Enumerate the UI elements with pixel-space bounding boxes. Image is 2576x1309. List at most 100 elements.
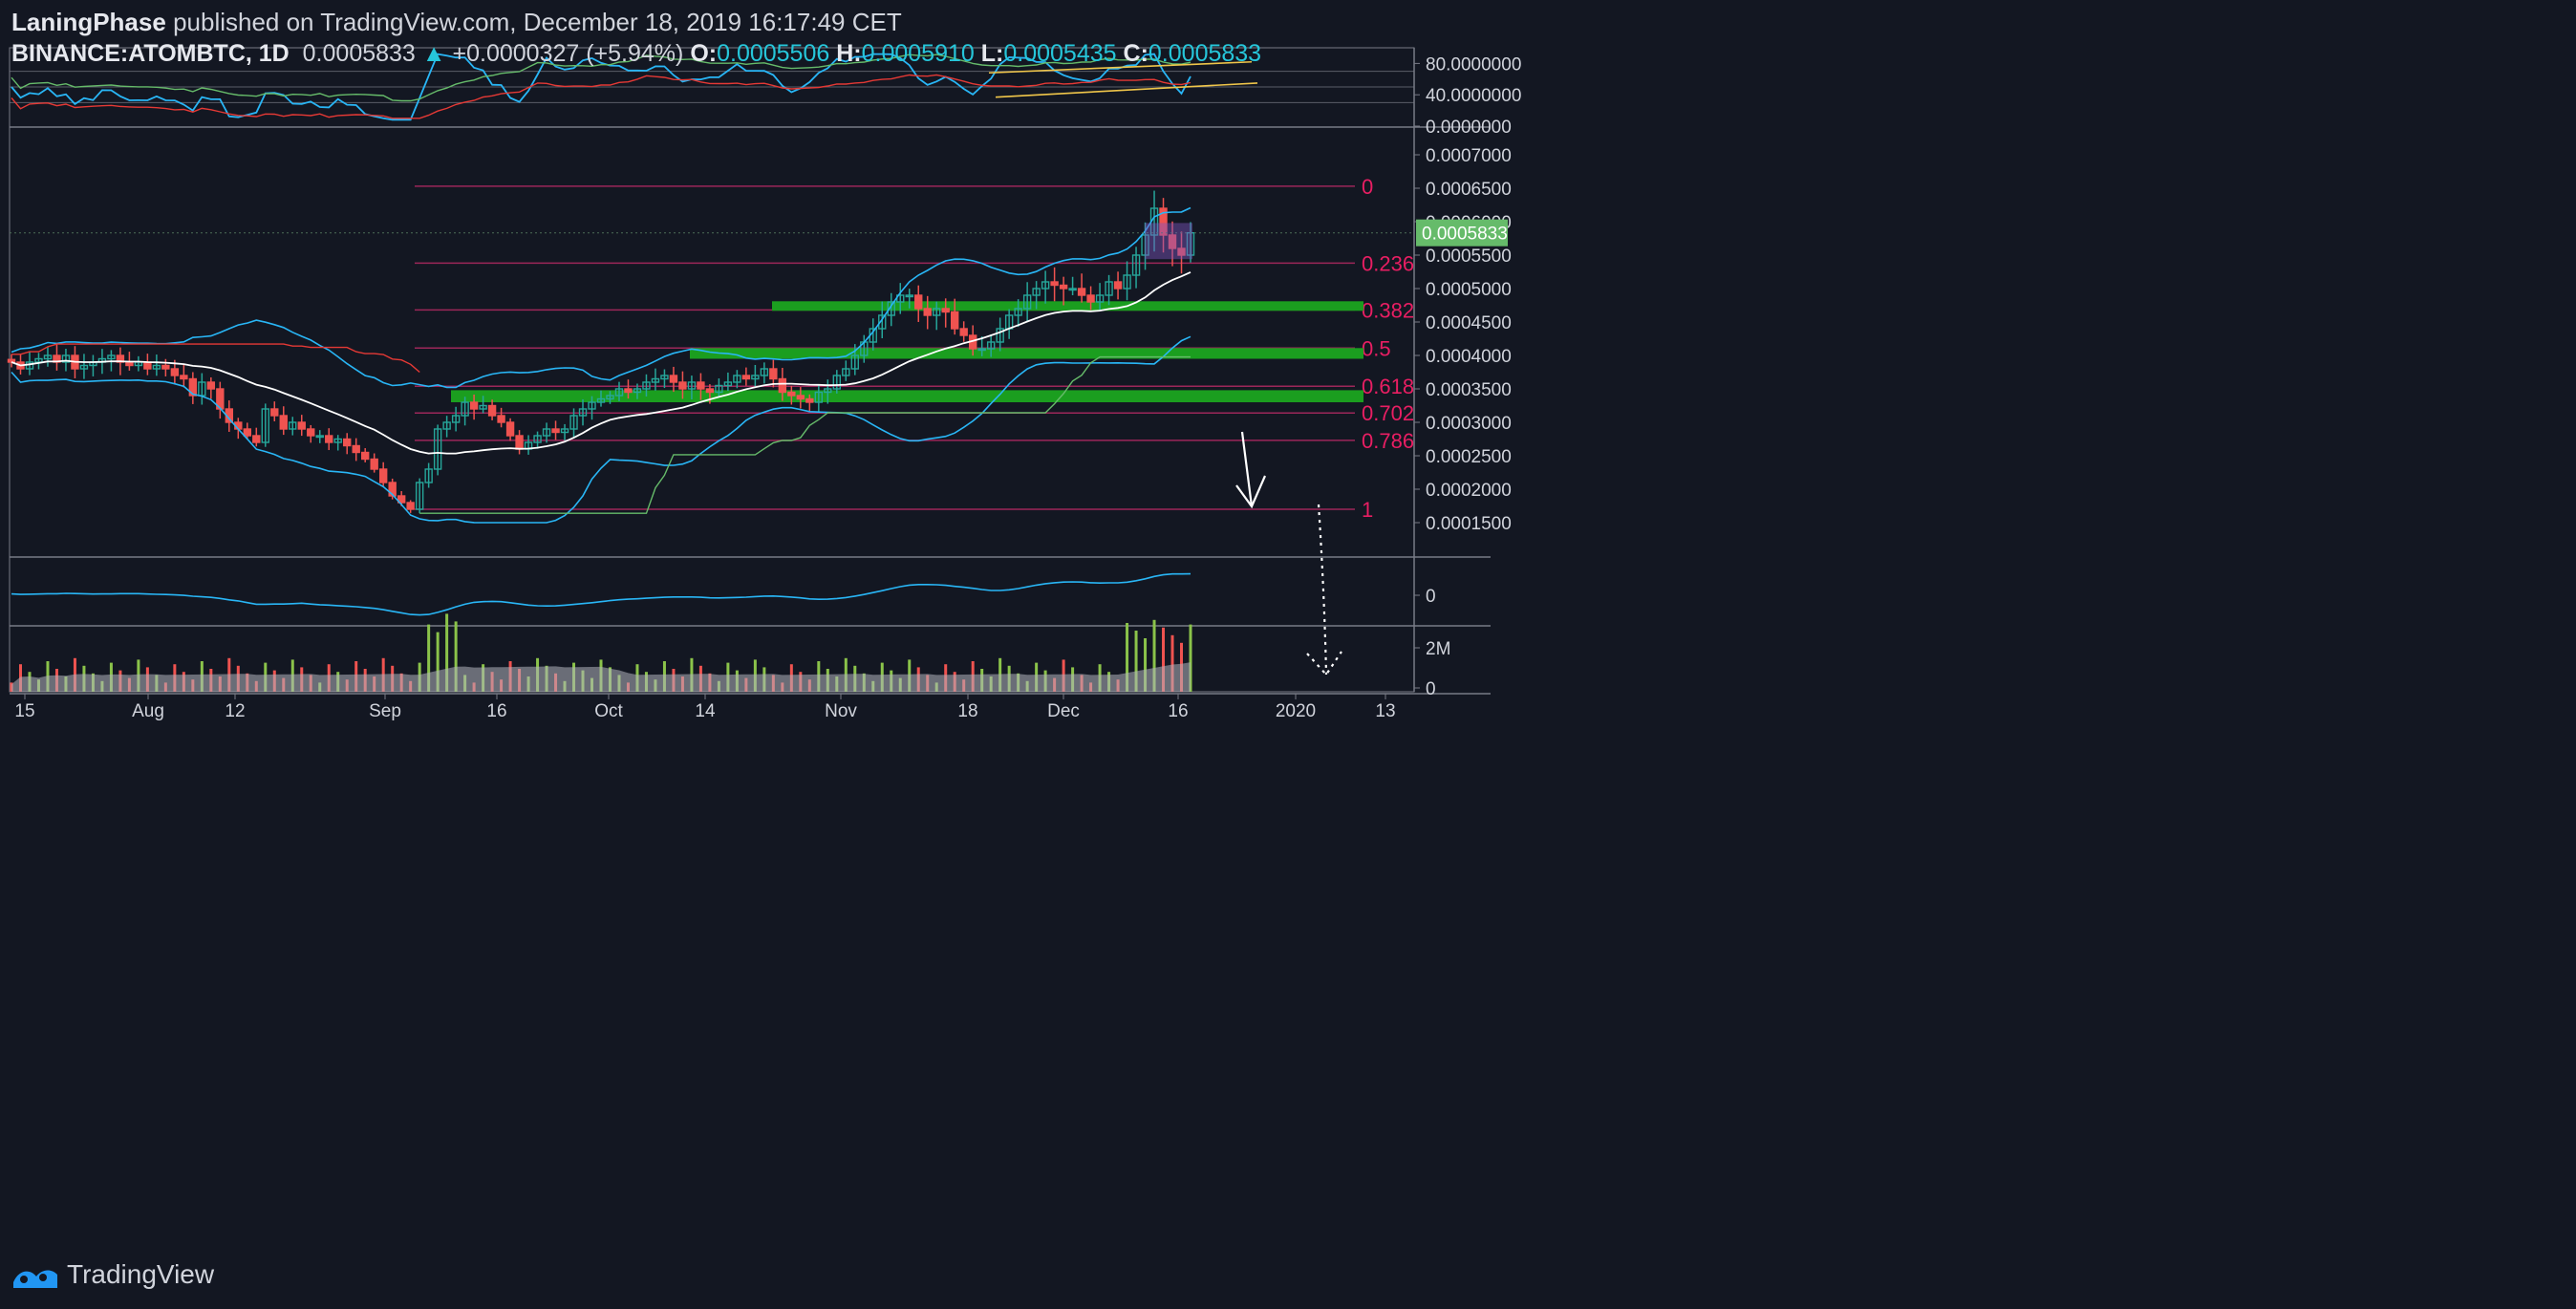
candle-up <box>832 375 841 390</box>
candle-up <box>569 415 578 430</box>
candle-up <box>606 395 614 400</box>
vol-tick-label: 0 <box>1426 679 1436 699</box>
time-tick-label: Dec <box>1047 701 1080 721</box>
candle-up <box>905 294 913 298</box>
candle-down <box>469 401 479 410</box>
price-tick-label: 0.0003000 <box>1426 414 1512 434</box>
candle-down <box>705 388 715 394</box>
fib-level-label: 0.618 <box>1362 375 1414 398</box>
candle-down <box>778 377 787 394</box>
candle-up <box>660 375 669 380</box>
time-tick-label: Sep <box>369 701 401 721</box>
candle-up <box>824 388 832 394</box>
volume-ma-area <box>11 662 1191 692</box>
open-value: 0.0005506 <box>717 40 830 67</box>
low-label: L: <box>980 40 1004 67</box>
high-label: H: <box>836 40 862 67</box>
price-tick-label: 0.0002000 <box>1426 481 1512 501</box>
candle-up <box>442 421 451 430</box>
candle-up <box>651 377 660 383</box>
time-tick-label: 13 <box>1375 701 1395 721</box>
last-price: 0.0005833 <box>302 40 416 67</box>
volume-bar <box>436 632 440 692</box>
highlight-box <box>1145 223 1192 260</box>
candle-up <box>986 341 996 350</box>
support-zone <box>451 390 1363 402</box>
vol-tick-label: 2M <box>1426 639 1450 659</box>
low-value: 0.0005435 <box>1003 40 1117 67</box>
osc-tick-label: 80.0000000 <box>1426 54 1521 75</box>
candle-down <box>1077 288 1086 296</box>
mid-tick-label: 0 <box>1426 587 1436 607</box>
candle-down <box>497 415 505 423</box>
candle-up <box>433 428 442 470</box>
candle-down <box>487 404 497 417</box>
candle-down <box>951 311 959 330</box>
candle-up <box>424 468 433 483</box>
bollinger-lower-line <box>11 335 1191 524</box>
candle-up <box>79 364 89 370</box>
symbol-label[interactable]: BINANCE:ATOMBTC, 1D <box>11 40 290 67</box>
support-zone <box>772 301 1363 311</box>
candle-up <box>850 354 859 370</box>
candle-up <box>261 408 269 443</box>
candle-down <box>959 328 968 336</box>
close-value: 0.0005833 <box>1148 40 1262 67</box>
price-tick-label: 0.0005000 <box>1426 280 1512 300</box>
candle-down <box>678 381 687 390</box>
candle-up <box>289 421 297 430</box>
volume-bar <box>1126 623 1129 692</box>
sma-line <box>11 271 1191 455</box>
candle-down <box>170 368 180 376</box>
last-price-badge-label: 0.0005833 <box>1422 225 1508 245</box>
volume-bar <box>427 624 431 692</box>
candle-up <box>1095 294 1105 303</box>
price-tick-label: 0.0006500 <box>1426 180 1512 200</box>
candle-down <box>515 435 524 450</box>
candle-down <box>279 415 288 430</box>
candle-down <box>252 435 261 443</box>
brand-name: TradingView <box>67 1259 215 1289</box>
candle-down <box>378 468 388 483</box>
candle-down <box>388 482 397 497</box>
volume-bar <box>1170 634 1174 692</box>
price-tick-label: 0.0004500 <box>1426 313 1512 333</box>
candle-up <box>333 438 342 443</box>
candle-up <box>633 388 642 394</box>
candle-up <box>61 354 71 363</box>
candle-down <box>307 428 315 437</box>
candle-down <box>325 435 333 443</box>
tradingview-brand[interactable]: TradingView <box>11 1257 214 1292</box>
candle-up <box>588 401 596 410</box>
price-tick-label: 0.0005500 <box>1426 247 1512 267</box>
candle-up <box>760 368 769 376</box>
time-tick-label: Aug <box>132 701 164 721</box>
candle-down <box>370 458 378 470</box>
price-change: +0.0000327 (+5.94%) <box>452 40 684 67</box>
rsi-line <box>11 53 1191 121</box>
price-tick-label: 0.0002500 <box>1426 447 1512 467</box>
candle-up <box>596 397 606 403</box>
candle-up <box>814 391 824 403</box>
mid-indicator-line <box>11 572 1191 616</box>
candle-up <box>451 415 461 423</box>
candle-up <box>542 428 551 437</box>
candle-down <box>551 428 560 434</box>
bollinger-upper-line <box>11 206 1191 389</box>
candle-up <box>560 428 569 434</box>
candle-down <box>697 381 705 390</box>
candles <box>7 190 1195 514</box>
price-tick-label: 0.0001500 <box>1426 514 1512 534</box>
fib-level-label: 0.382 <box>1362 298 1414 322</box>
candle-up <box>1022 294 1032 310</box>
author-name[interactable]: LaningPhase <box>11 8 166 36</box>
candle-down <box>505 421 515 437</box>
fib-level-label: 0.786 <box>1362 429 1414 453</box>
time-tick-label: 16 <box>486 701 506 721</box>
candle-up <box>415 482 424 510</box>
osc-tick-label: 40.0000000 <box>1426 86 1521 106</box>
candle-down <box>243 428 252 437</box>
time-tick-label: 15 <box>14 701 34 721</box>
candle-down <box>397 495 406 504</box>
